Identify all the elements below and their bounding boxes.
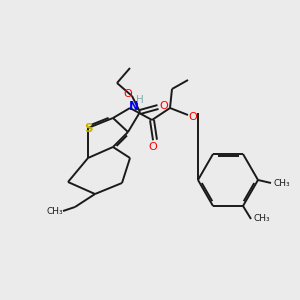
- Text: CH₃: CH₃: [254, 214, 270, 224]
- Text: CH₃: CH₃: [274, 178, 290, 188]
- Text: O: O: [189, 112, 197, 122]
- Text: CH₃: CH₃: [47, 208, 63, 217]
- Text: O: O: [124, 89, 132, 99]
- Text: N: N: [129, 100, 139, 113]
- Text: H: H: [136, 95, 144, 105]
- Text: S: S: [84, 122, 92, 136]
- Text: O: O: [148, 142, 158, 152]
- Text: O: O: [160, 101, 168, 111]
